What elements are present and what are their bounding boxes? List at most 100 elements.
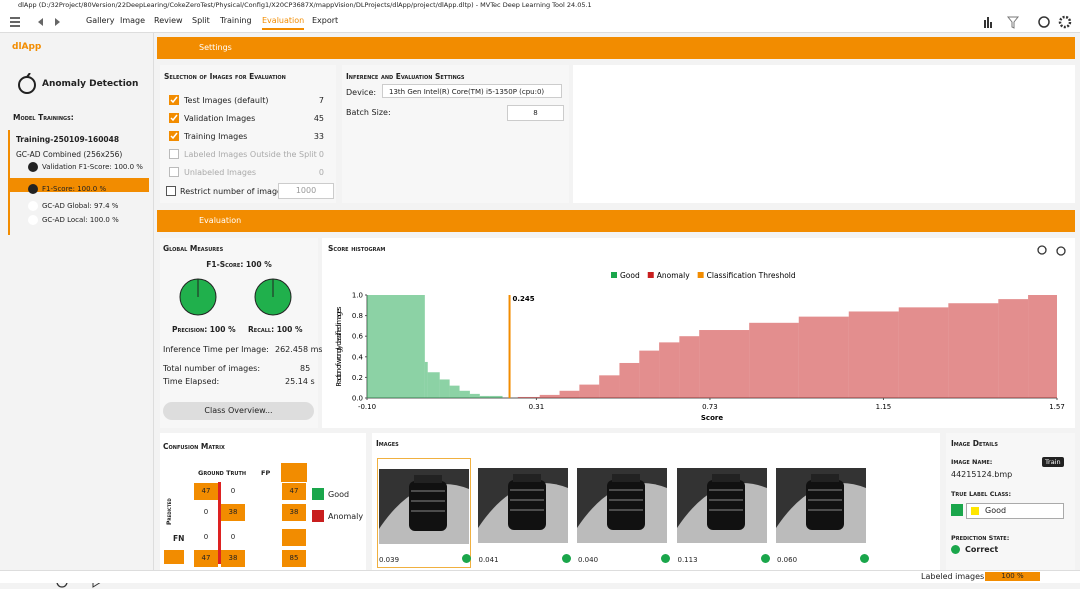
selection-panel: Selection of Images for Evaluation Restr… bbox=[160, 65, 336, 203]
histogram-bar bbox=[948, 303, 999, 398]
matrix-cell: 47 bbox=[282, 483, 306, 500]
x-axis-label: Score bbox=[701, 414, 723, 422]
class-value: Good bbox=[985, 506, 1007, 515]
checkbox[interactable] bbox=[169, 113, 179, 123]
menu-tab[interactable]: Gallery bbox=[86, 16, 115, 25]
batch-label: Batch Size: bbox=[346, 108, 391, 117]
menu-tab[interactable]: Export bbox=[312, 16, 339, 25]
name-label: Image Name: bbox=[951, 458, 993, 466]
path bbox=[26, 73, 31, 78]
images-panel: Images 0.039 0.041 0.040 0.113 0.060 bbox=[372, 433, 940, 570]
selection-title: Selection of Images for Evaluation bbox=[164, 72, 286, 81]
ground-truth: Ground Truth bbox=[198, 469, 247, 477]
title-bar: dlApp (D:/32Project/80Version/22DeepLear… bbox=[0, 0, 1080, 11]
matrix-cell: 0 bbox=[194, 504, 218, 521]
metric-icon bbox=[28, 162, 38, 172]
elapsed-label: Time Elapsed: bbox=[163, 377, 220, 386]
row-count: 7 bbox=[318, 96, 324, 105]
legend-label: Good bbox=[620, 271, 640, 280]
inference-label: Inference Time per Image: bbox=[163, 345, 269, 354]
y-tick-label: 0.2 bbox=[352, 374, 363, 382]
evaluation-header: Evaluation bbox=[157, 210, 1075, 232]
histogram-bar bbox=[367, 295, 425, 398]
device-select[interactable]: 13th Gen Intel(R) Core(TM) i5-1350P (cpu… bbox=[382, 84, 562, 98]
g: 0.0 0.2 0.4 0.6 0.8 1.0 -0.10 0.31 0.73 1.15 1.57 S… bbox=[335, 245, 1066, 422]
y-tick-label: 1.0 bbox=[352, 292, 363, 300]
rect bbox=[414, 475, 442, 483]
matrix-cell: 0 bbox=[221, 483, 245, 500]
menu-tab[interactable]: Image bbox=[120, 16, 146, 25]
legend-anomaly: Anomaly bbox=[328, 512, 364, 521]
menu-tab[interactable]: Split bbox=[192, 16, 210, 25]
rect bbox=[612, 474, 640, 482]
right-icons bbox=[984, 15, 1072, 29]
histogram: 0.0 0.2 0.4 0.6 0.8 1.0 -0.10 0.31 0.73 1.15 1.57 S… bbox=[335, 245, 1066, 422]
precision: Precision: 100 % bbox=[172, 325, 236, 334]
path bbox=[170, 96, 178, 104]
zoom-icon[interactable] bbox=[1037, 245, 1047, 255]
menu-tab[interactable]: Review bbox=[154, 16, 183, 25]
path bbox=[38, 18, 60, 26]
histogram-bar bbox=[517, 396, 540, 398]
thumbnail bbox=[776, 468, 866, 543]
histogram-bar bbox=[699, 330, 750, 398]
menu-tab[interactable]: Evaluation bbox=[262, 16, 305, 30]
histogram-bar bbox=[479, 395, 490, 398]
path bbox=[170, 114, 178, 122]
state-icon bbox=[951, 545, 960, 554]
image-card[interactable] bbox=[477, 458, 569, 566]
restrict-label: Restrict number of images: bbox=[180, 187, 289, 196]
legend-label: Anomaly bbox=[657, 271, 690, 280]
image-card[interactable] bbox=[676, 458, 768, 566]
image-score: 0.040 bbox=[578, 556, 599, 564]
matrix-cell: 0 bbox=[194, 529, 218, 546]
x-tick-label: 1.57 bbox=[1049, 403, 1065, 411]
histogram-bar bbox=[559, 390, 580, 398]
correct-icon bbox=[462, 554, 471, 563]
training-metric: GC-AD Local: 100.0 % bbox=[42, 216, 119, 224]
circle bbox=[18, 76, 36, 94]
class-select[interactable]: Good bbox=[966, 503, 1064, 519]
recall: Recall: 100 % bbox=[248, 325, 303, 334]
image-score: 0.113 bbox=[677, 556, 698, 564]
menu-tab[interactable]: Training bbox=[220, 16, 252, 25]
histogram-bar bbox=[539, 394, 560, 398]
training-metric: F1-Score: 100.0 % bbox=[42, 185, 107, 193]
global-title: Global Measures bbox=[163, 244, 224, 253]
path bbox=[411, 490, 445, 512]
menu-bar: Gallery Image Review Split Training Evaluatio… bbox=[0, 11, 1080, 33]
state-label: Prediction State: bbox=[951, 534, 1010, 542]
image-card[interactable] bbox=[775, 458, 867, 566]
rect bbox=[987, 17, 989, 28]
toolbar-icons bbox=[10, 17, 60, 27]
class-overview-button[interactable]: Class Overview... bbox=[163, 402, 314, 420]
y-tick-label: 0.0 bbox=[352, 395, 363, 403]
legend-label: Classification Threshold bbox=[707, 271, 796, 280]
thumbnail bbox=[379, 469, 469, 544]
checkbox[interactable] bbox=[169, 149, 179, 159]
check bbox=[170, 96, 178, 104]
row-count: 0 bbox=[318, 168, 324, 177]
checkbox[interactable] bbox=[169, 167, 179, 177]
histogram-bar bbox=[439, 379, 450, 398]
y-tick-label: 0.6 bbox=[352, 333, 364, 341]
reset-icon[interactable] bbox=[1056, 246, 1066, 256]
inference-value: 262.458 ms bbox=[275, 345, 323, 354]
metric-icon bbox=[28, 201, 38, 211]
image-card[interactable] bbox=[377, 458, 471, 568]
checkbox[interactable] bbox=[169, 131, 179, 141]
histogram-bar bbox=[427, 372, 440, 398]
gauges bbox=[179, 278, 292, 316]
image-card[interactable] bbox=[576, 458, 668, 566]
path bbox=[10, 17, 20, 27]
histogram-bar bbox=[424, 361, 428, 398]
batch-input[interactable]: 8 bbox=[507, 105, 564, 121]
rect bbox=[806, 480, 844, 530]
histogram-bar bbox=[848, 311, 899, 398]
images-title: Images bbox=[376, 439, 399, 448]
restrict-input[interactable]: 1000 bbox=[278, 183, 334, 199]
checkbox[interactable] bbox=[166, 186, 176, 196]
total-cell: 38 bbox=[221, 550, 245, 567]
checkbox[interactable] bbox=[169, 95, 179, 105]
